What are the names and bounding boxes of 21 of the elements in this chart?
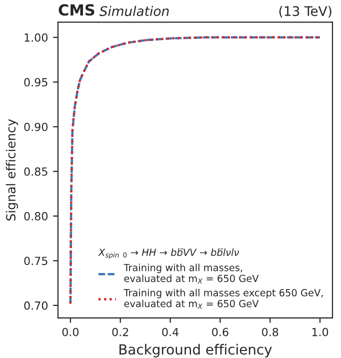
y-tick-label: 0.90 <box>24 122 48 132</box>
x-tick-label: 0.2 <box>112 328 128 336</box>
y-tick-label: 0.80 <box>24 212 48 220</box>
y-tick-label: 0.75 <box>24 256 48 266</box>
legend-label: Training with all masses except 650 GeV, evaluated at m$_{X}$ = 650 GeV <box>124 288 323 309</box>
x-axis-title: Background efficiency <box>120 344 272 358</box>
y-tick-label: 0.70 <box>24 301 48 310</box>
legend-title: X$_{spin 0}$ → HH → bb̄VV → bb̄lνlν <box>98 248 239 259</box>
legend-label: Training with all masses, evaluated at m$_{X}$ = 650 GeV <box>124 264 259 284</box>
x-tick-label: 1.0 <box>312 328 328 336</box>
y-axis-title: Signal efficiency <box>6 119 18 221</box>
x-tick-label: 0.8 <box>262 328 278 336</box>
y-tick-label: 0.95 <box>24 78 48 86</box>
x-tick-label: 0.4 <box>162 328 178 336</box>
y-tick-label: 0.85 <box>24 167 48 176</box>
text: (13 TeV) <box>279 6 332 18</box>
x-tick-label: 0.0 <box>62 328 79 336</box>
chart-title: CMS <box>58 4 94 16</box>
y-tick-label: 1.00 <box>24 33 48 42</box>
x-tick-label: 0.6 <box>212 328 228 336</box>
chart-subtitle: Simulation <box>99 6 169 16</box>
